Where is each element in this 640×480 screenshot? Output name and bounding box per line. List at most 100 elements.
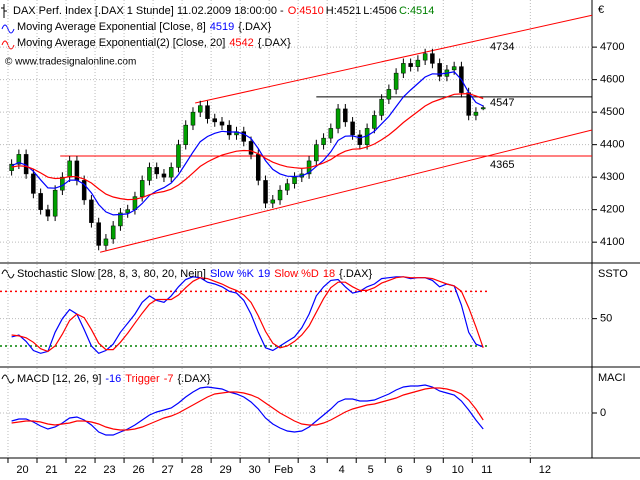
trend-label: 4734 <box>490 41 514 53</box>
legend-text: -16 <box>105 373 121 385</box>
candle-body <box>277 189 283 201</box>
legend-text: 4542 <box>229 37 253 49</box>
candle-body <box>38 193 43 210</box>
legend-text: L:4506 <box>363 5 397 17</box>
candle-body <box>81 180 87 201</box>
candle-body <box>154 167 159 175</box>
x-tick-label: 30 <box>249 464 261 476</box>
legend-text: Moving Average Exponential(2) [Close, 20… <box>17 37 225 49</box>
x-tick-label: 27 <box>161 464 173 476</box>
candle-body <box>321 137 326 145</box>
candle-body <box>285 183 290 191</box>
x-tick-label: 23 <box>103 464 115 476</box>
candle-body <box>393 72 399 90</box>
series-line <box>11 387 484 431</box>
horizontal-label: 4547 <box>490 97 514 109</box>
candle-body <box>183 124 188 145</box>
legend-text: -7 <box>164 373 174 385</box>
candle-body <box>139 180 145 197</box>
legend-text: H:4521 <box>326 5 361 17</box>
x-tick-label: 11 <box>481 464 492 476</box>
candle-body <box>480 107 486 110</box>
currency: € <box>598 4 604 16</box>
candle-body <box>473 111 479 116</box>
candle-body <box>67 160 72 178</box>
candle-body <box>466 92 471 116</box>
x-tick-label: 21 <box>45 464 57 476</box>
legend: Moving Average Exponential(2) [Close, 20… <box>17 37 291 49</box>
candle-body <box>422 53 428 61</box>
legend-text: O:4510 <box>288 5 324 17</box>
candle-body <box>197 105 203 113</box>
legend-text: Trigger <box>125 373 160 385</box>
legend: MACD [12, 26, 9] -16 Trigger -7 {.DAX} <box>17 373 211 385</box>
candle-body <box>372 115 377 129</box>
candle-body <box>118 212 123 227</box>
legend-text: Slow %D <box>274 268 319 280</box>
x-tick-label: 3 <box>310 464 316 476</box>
candle-body <box>103 238 109 246</box>
legend-text: Slow %K <box>210 268 255 280</box>
x-tick-label: 10 <box>452 464 464 476</box>
y-tick-label: 4600 <box>600 74 624 86</box>
candle-body <box>241 131 247 142</box>
y-tick-label: 4500 <box>600 106 624 118</box>
candle-body <box>60 176 65 191</box>
y-tick-label: 4200 <box>600 204 624 216</box>
candle-body <box>96 222 101 246</box>
x-tick-label: 28 <box>190 464 202 476</box>
candle-body <box>314 144 319 162</box>
candle-body <box>386 89 392 100</box>
candle-body <box>415 59 421 67</box>
icon <box>1 4 7 18</box>
candle-body <box>227 124 232 136</box>
series-line <box>11 276 484 353</box>
candle-body <box>168 167 174 178</box>
y-tick-label: 0 <box>600 407 606 419</box>
candle-body <box>408 63 413 67</box>
x-tick-label: 5 <box>368 464 374 476</box>
legend-text: {.DAX} <box>258 37 291 49</box>
trend-line <box>99 129 593 253</box>
legend-text: Stochastic Slow [28, 8, 3, 80, 20, Nein] <box>17 268 206 280</box>
legend-text: 4519 <box>210 21 234 33</box>
candle-body <box>248 141 254 155</box>
x-tick-label: 6 <box>397 464 403 476</box>
legend-text: 19 <box>258 268 270 280</box>
candle-body <box>110 225 116 240</box>
series-line <box>11 384 484 436</box>
candle-body <box>292 176 297 184</box>
candle-body <box>212 118 217 123</box>
candle-body <box>190 111 196 126</box>
icon <box>1 24 15 34</box>
legend: Moving Average Exponential [Close, 8] 451… <box>17 21 272 33</box>
candle-body <box>161 173 167 178</box>
candle-body <box>256 154 261 181</box>
candle-body <box>379 98 384 116</box>
x-tick-label: 22 <box>74 464 86 476</box>
x-tick-label: 12 <box>539 464 551 476</box>
copyright: © www.tradesignalonline.com <box>5 57 136 68</box>
candle-body <box>343 108 348 123</box>
candle-body <box>9 163 14 171</box>
candle-body <box>125 209 130 214</box>
x-tick-label: 20 <box>16 464 28 476</box>
candle-body <box>437 63 442 77</box>
candle-body <box>328 128 334 139</box>
candle-body <box>357 134 363 145</box>
candle-body <box>52 189 58 217</box>
candle-body <box>205 105 210 119</box>
candle-body <box>270 199 276 204</box>
x-tick-label: 9 <box>426 464 432 476</box>
legend-text: 18 <box>323 268 335 280</box>
legend-text: {.DAX} <box>178 373 211 385</box>
candle-body <box>16 154 22 165</box>
axis-label: SSTO <box>598 268 628 280</box>
legend-text: C:4514 <box>399 5 434 17</box>
legend-text: {.DAX} <box>238 21 271 33</box>
x-tick-label: Feb <box>274 464 293 476</box>
legend-text: {.DAX} <box>339 268 372 280</box>
